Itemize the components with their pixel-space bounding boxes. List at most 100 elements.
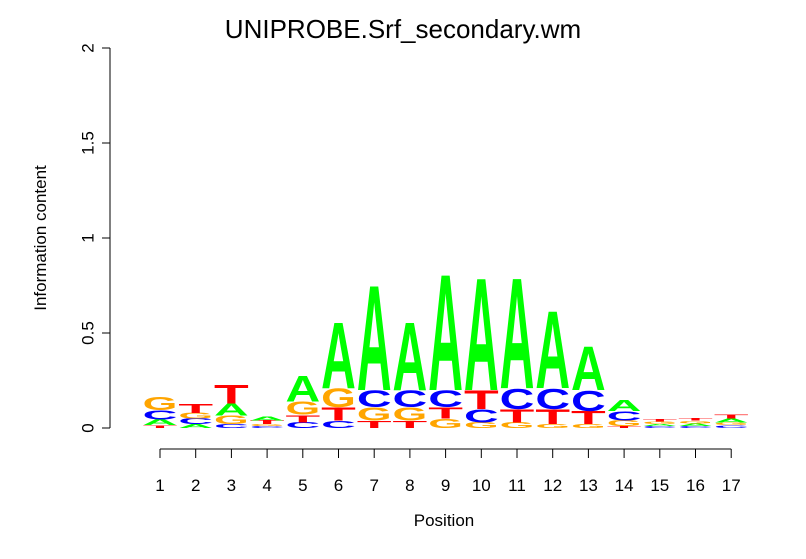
svg-text:C: C	[642, 426, 677, 429]
logo-letter-c: C	[535, 383, 570, 416]
svg-text:T: T	[607, 426, 642, 429]
svg-text:G: G	[428, 416, 463, 431]
svg-text:G: G	[714, 422, 749, 426]
svg-text:C: C	[678, 426, 713, 429]
logo-letter-c: C	[250, 426, 285, 429]
logo-letter-a: A	[178, 423, 213, 429]
x-tick-label: 12	[543, 476, 562, 495]
svg-text:G: G	[642, 421, 677, 425]
svg-text:T: T	[321, 404, 356, 425]
svg-text:T: T	[428, 404, 463, 422]
chart-title: UNIPROBE.Srf_secondary.wm	[225, 14, 581, 44]
svg-text:T: T	[714, 414, 749, 420]
logo-letter-t: T	[321, 404, 356, 425]
logo-letter-a: A	[714, 418, 749, 424]
svg-text:A: A	[607, 397, 642, 415]
x-axis-title: Position	[414, 511, 474, 530]
svg-text:C: C	[500, 383, 535, 416]
logo-letter-c: C	[285, 421, 320, 430]
svg-text:G: G	[285, 398, 320, 419]
svg-text:T: T	[178, 401, 213, 416]
svg-text:T: T	[678, 417, 713, 421]
logo-letter-c: C	[500, 383, 535, 416]
logo-letter-a: A	[678, 423, 713, 427]
svg-text:T: T	[357, 419, 392, 431]
svg-text:G: G	[357, 404, 392, 425]
logo-letter-t: T	[678, 417, 713, 421]
svg-text:A: A	[642, 424, 677, 427]
svg-text:A: A	[678, 423, 713, 427]
svg-text:A: A	[250, 416, 285, 422]
svg-text:G: G	[607, 419, 642, 428]
x-tick-label: 2	[191, 476, 200, 495]
svg-text:C: C	[428, 386, 463, 412]
svg-text:C: C	[357, 386, 392, 412]
svg-text:G: G	[571, 423, 606, 429]
x-tick-label: 14	[615, 476, 634, 495]
logo-letter-c: C	[607, 409, 642, 424]
logo-letter-c: C	[678, 426, 713, 429]
logo-letter-c: C	[428, 386, 463, 412]
svg-text:A: A	[500, 246, 535, 423]
logo-letter-t: T	[607, 426, 642, 429]
y-axis: 0 0.5 1 1.5 2	[79, 43, 111, 433]
svg-text:C: C	[285, 421, 320, 430]
svg-text:T: T	[535, 406, 570, 429]
x-axis: 1 2 3 4 5 6 7 8 9 10 11 12 13 14 15 16 17	[155, 448, 741, 495]
y-tick-label: 0	[79, 423, 98, 432]
logo-letter-a: A	[250, 416, 285, 422]
logo-letter-g: G	[214, 414, 249, 427]
logo-letter-a: A	[321, 302, 356, 408]
logo-letter-g: G	[428, 416, 463, 431]
logo-letter-a: A	[428, 241, 463, 426]
svg-text:G: G	[535, 423, 570, 429]
y-tick-label: 1	[79, 233, 98, 242]
svg-text:T: T	[571, 408, 606, 429]
logo-letter-a: A	[357, 255, 392, 423]
svg-text:C: C	[464, 406, 499, 427]
y-tick-label: 2	[79, 43, 98, 52]
x-tick-label: 8	[405, 476, 414, 495]
logo-letter-t: T	[357, 419, 392, 431]
x-tick-label: 7	[369, 476, 378, 495]
logo-letter-g: G	[571, 423, 606, 429]
svg-text:C: C	[178, 417, 213, 426]
svg-text:A: A	[143, 418, 178, 427]
logo-letter-g: G	[321, 384, 356, 413]
logo-letter-a: A	[214, 400, 249, 419]
y-tick-label: 1.5	[79, 131, 98, 155]
logo-letter-c: C	[464, 406, 499, 427]
svg-text:C: C	[607, 409, 642, 424]
svg-text:T: T	[464, 386, 499, 415]
svg-text:C: C	[143, 408, 178, 423]
x-tick-label: 3	[227, 476, 236, 495]
logo-letter-t: T	[464, 386, 499, 415]
logo-letter-c: C	[178, 417, 213, 426]
logo-letter-t: T	[214, 380, 249, 409]
logo-letter-t: T	[428, 404, 463, 422]
logo-letter-g: G	[178, 411, 213, 420]
x-tick-label: 15	[650, 476, 669, 495]
svg-text:C: C	[214, 423, 249, 429]
logo-letter-g: G	[607, 419, 642, 428]
logo-letter-c: C	[143, 408, 178, 423]
svg-text:G: G	[178, 411, 213, 420]
logo-letter-t: T	[285, 413, 320, 425]
x-tick-label: 13	[579, 476, 598, 495]
svg-text:A: A	[464, 246, 499, 425]
logo-letter-c: C	[642, 426, 677, 429]
logo-letter-g: G	[714, 422, 749, 426]
svg-text:T: T	[250, 420, 285, 426]
svg-text:C: C	[535, 383, 570, 416]
svg-text:A: A	[535, 288, 570, 412]
logo-letter-a: A	[535, 288, 570, 412]
logo-letter-a: A	[500, 246, 535, 423]
logo-letter-g: G	[464, 421, 499, 430]
svg-text:A: A	[428, 241, 463, 426]
logo-letter-g: G	[357, 404, 392, 425]
logo-letter-c: C	[321, 419, 356, 431]
logo-letter-c: C	[571, 384, 606, 417]
svg-text:T: T	[642, 418, 677, 422]
y-tick-label: 0.5	[79, 321, 98, 345]
